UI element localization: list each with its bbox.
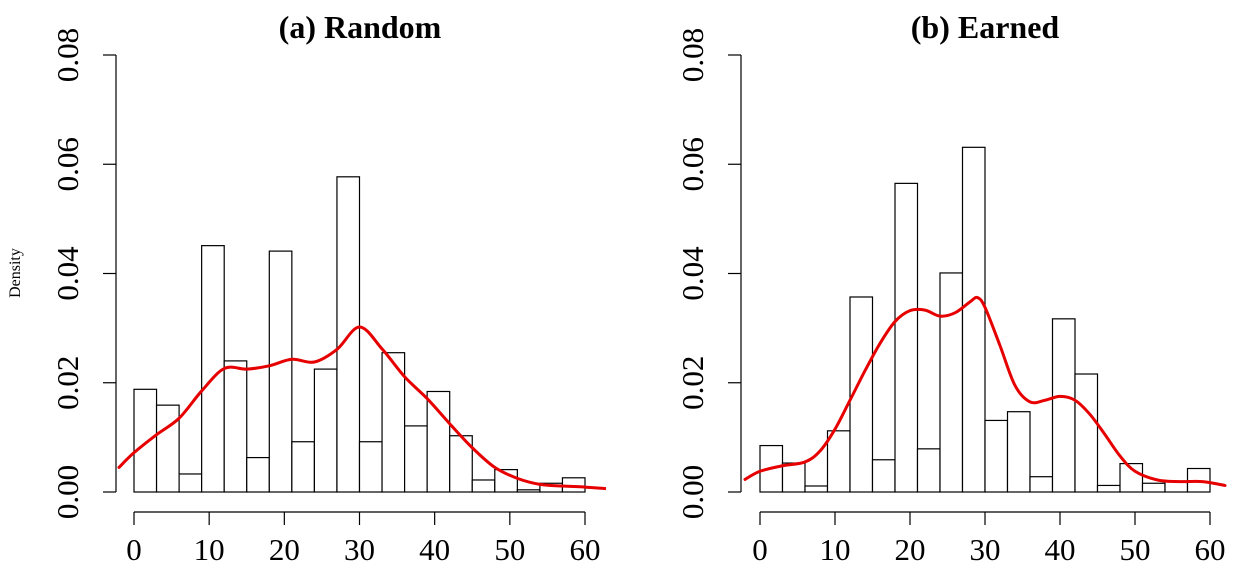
- x-tick-label: 0: [126, 532, 142, 567]
- y-tick-label: 0.04: [50, 246, 85, 301]
- histogram-bar: [1006, 411, 1031, 493]
- y-tick-label: 0.00: [675, 465, 710, 519]
- histogram-bar: [291, 441, 316, 493]
- x-tick-label: 60: [570, 532, 601, 567]
- x-tick-label: 30: [970, 532, 1001, 567]
- histogram-bar: [178, 473, 203, 493]
- x-tick-label: 40: [419, 532, 450, 567]
- histogram-bar: [201, 245, 225, 493]
- density-curve: [743, 295, 1227, 487]
- y-axis-label: Density: [7, 248, 24, 298]
- histogram-bar: [471, 479, 496, 493]
- x-tick-label: 0: [752, 532, 768, 567]
- y-tick-label: 0.02: [675, 356, 710, 410]
- x-tick-label: 30: [344, 532, 375, 567]
- x-tick-label: 20: [895, 532, 926, 567]
- histogram-bar: [133, 388, 158, 493]
- histogram-bar: [155, 404, 180, 493]
- histogram-bar: [984, 419, 1009, 493]
- panel-title: (a) Random: [279, 9, 442, 45]
- histogram-bar: [313, 368, 338, 493]
- histogram-bar: [223, 360, 248, 493]
- histogram-bar: [849, 296, 874, 493]
- histogram-bar: [1141, 482, 1166, 493]
- y-tick-label: 0.08: [50, 28, 85, 82]
- panel-earned: (b) Earned 0.00 0.02 0.04 0.06 0.08 0 10 20 30 40…: [675, 9, 1227, 567]
- x-tick-label: 50: [494, 532, 525, 567]
- y-tick-label: 0.08: [675, 28, 710, 82]
- histogram-bar: [781, 462, 806, 493]
- y-tick-label: 0.06: [50, 137, 85, 191]
- y-tick-label: 0.06: [675, 137, 710, 191]
- x-tick-label: 10: [820, 532, 851, 567]
- histogram-bar: [826, 430, 851, 493]
- histogram-bar: [246, 456, 270, 493]
- histogram-bar: [404, 425, 428, 493]
- histogram-bar: [894, 182, 919, 493]
- panel-random: (a) Random Density 0.00 0.02 0.04 0.06 0.08 0…: [7, 9, 606, 567]
- y-tick-label: 0.04: [675, 246, 710, 301]
- panel-title: (b) Earned: [911, 9, 1060, 45]
- x-tick-label: 10: [194, 532, 225, 567]
- x-tick-label: 40: [1045, 532, 1076, 567]
- histogram-bar: [804, 485, 829, 493]
- y-tick-label: 0.00: [50, 465, 85, 519]
- histogram-bar: [1096, 484, 1121, 493]
- histogram-bar: [426, 390, 451, 493]
- histogram-bar: [1074, 373, 1099, 493]
- histogram-bar: [381, 352, 406, 493]
- histogram-bar: [1029, 476, 1054, 493]
- histogram-bar: [358, 441, 383, 493]
- x-tick-label: 20: [269, 532, 300, 567]
- histogram-bar: [916, 448, 941, 493]
- histogram-bar: [1164, 481, 1189, 493]
- histogram-bar: [961, 146, 986, 493]
- x-tick-label: 50: [1120, 532, 1151, 567]
- histogram-bar: [268, 250, 293, 493]
- histogram-bar: [939, 272, 964, 493]
- histogram-bar: [516, 489, 541, 493]
- histogram-bar: [871, 459, 896, 493]
- histogram-bar: [1051, 318, 1076, 493]
- x-tick-label: 60: [1195, 532, 1226, 567]
- density-curve: [117, 325, 606, 491]
- y-tick-label: 0.02: [50, 356, 85, 410]
